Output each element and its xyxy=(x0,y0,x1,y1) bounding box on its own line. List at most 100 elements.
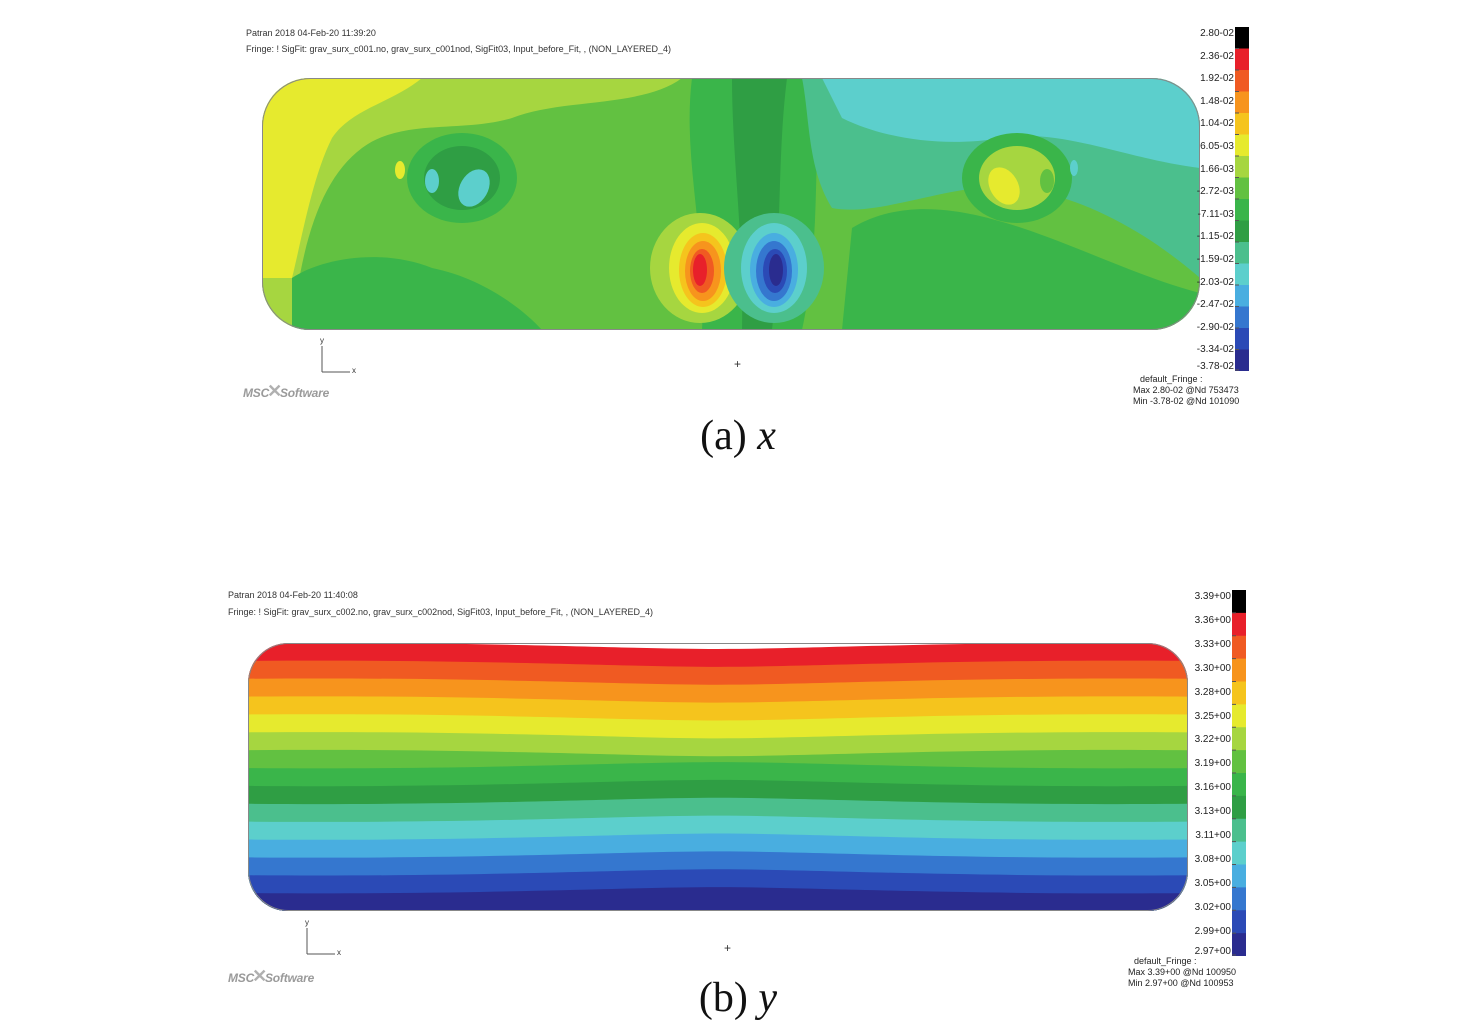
contour-feature xyxy=(1070,160,1078,176)
legend-tick-label: 2.97+00 xyxy=(1194,946,1231,957)
legend-swatch xyxy=(1232,635,1246,660)
legend-tick-label: 3.28+00 xyxy=(1194,686,1231,698)
legend-footer-max: Max 3.39+00 @Nd 100950 xyxy=(1128,967,1236,977)
logo-x-icon: ✕ xyxy=(252,966,267,986)
panel-a: Patran 2018 04-Feb-20 11:39:20 Fringe: !… xyxy=(0,0,1476,480)
contour-feature xyxy=(425,169,439,193)
legend-swatch xyxy=(1235,48,1249,71)
legend-footer-min: Min 2.97+00 @Nd 100953 xyxy=(1128,978,1234,988)
legend-footer: default_Fringe : Max 2.80-02 @Nd 753473 … xyxy=(1133,374,1249,407)
caption-a: (a) x xyxy=(700,413,776,459)
legend-footer-min: Min -3.78-02 @Nd 101090 xyxy=(1133,396,1240,406)
legend-tick-label: 6.05-03 xyxy=(1200,141,1234,152)
legend-swatch xyxy=(1235,134,1249,157)
contour-band xyxy=(248,887,1188,911)
crosshair-icon: + xyxy=(724,941,732,955)
header-fringe-info: Fringe: ! SigFit: grav_surx_c002.no, gra… xyxy=(228,607,654,617)
legend-swatch xyxy=(1235,177,1249,200)
legend-swatch xyxy=(1235,328,1249,350)
legend-tick-label: 3.39+00 xyxy=(1194,591,1231,602)
legend-labels: 3.39+00 3.36+00 3.33+00 3.30+00 3.28+00 3.25+… xyxy=(1156,590,1231,962)
legend-tick-label: -3.34-02 xyxy=(1196,344,1234,356)
legend-tick-label: 3.19+00 xyxy=(1194,758,1231,770)
legend-tick-label: -7.11-03 xyxy=(1197,208,1234,220)
axis-y-label: y xyxy=(305,918,309,927)
legend-tick-label: 1.92-02 xyxy=(1200,73,1234,85)
axis-triad: y x xyxy=(318,336,356,378)
legend-swatch xyxy=(1235,242,1249,264)
legend-swatch xyxy=(1232,818,1246,843)
legend-swatch xyxy=(1232,590,1246,614)
plot-outline xyxy=(262,78,1200,330)
legend-swatch xyxy=(1235,27,1249,49)
legend-tick-label: 3.25+00 xyxy=(1194,710,1231,722)
fringe-plot-y xyxy=(248,643,1188,911)
legend-swatch xyxy=(1232,750,1246,774)
legend-swatch xyxy=(1235,91,1249,114)
axis-y-label: y xyxy=(320,336,324,345)
legend-labels: 2.80-02 2.36-02 1.92-02 1.48-02 1.04-02 6.05-… xyxy=(1160,27,1234,377)
legend-tick-label: 2.99+00 xyxy=(1194,925,1231,937)
legend-footer-max: Max 2.80-02 @Nd 753473 xyxy=(1133,385,1239,395)
legend-swatch xyxy=(1235,70,1249,92)
legend-tick-label: -3.78-02 xyxy=(1196,361,1234,372)
legend-colorbar xyxy=(1235,27,1249,371)
header-fringe-info: Fringe: ! SigFit: grav_surx_c001.no, gra… xyxy=(246,44,672,54)
legend-swatch xyxy=(1232,795,1246,820)
legend-tick-label: -2.47-02 xyxy=(1196,299,1234,311)
caption-b: (b) y xyxy=(698,975,778,1021)
contour-band xyxy=(842,209,1200,330)
legend-tick-label: 1.48-02 xyxy=(1200,95,1234,107)
axis-x-label: x xyxy=(352,366,356,375)
legend-swatch xyxy=(1232,841,1246,865)
legend-tick-label: 2.36-02 xyxy=(1200,50,1234,62)
legend-tick-label: 2.80-02 xyxy=(1200,28,1234,39)
legend-swatch xyxy=(1232,681,1246,705)
axis-x-label: x xyxy=(337,948,341,957)
legend-tick-label: 3.02+00 xyxy=(1194,901,1231,913)
legend-swatch xyxy=(1232,933,1246,956)
legend-swatch xyxy=(1232,887,1246,911)
legend-tick-label: 3.16+00 xyxy=(1194,782,1231,794)
legend-tick-label: -2.72-03 xyxy=(1196,186,1234,198)
legend-swatch xyxy=(1232,612,1246,637)
legend-swatch xyxy=(1235,156,1249,178)
legend-tick-label: -2.03-02 xyxy=(1196,276,1234,288)
contour-feature xyxy=(395,161,405,179)
contour-band xyxy=(822,78,1200,168)
contour-feature xyxy=(769,254,783,286)
contour-band xyxy=(262,78,682,330)
legend-tick-label: 3.36+00 xyxy=(1194,614,1231,626)
logo-x-icon: ✕ xyxy=(267,381,282,401)
legend-swatch xyxy=(1232,910,1246,934)
axis-triad: y x xyxy=(303,918,341,960)
legend-swatch xyxy=(1235,349,1249,371)
legend-tick-label: 3.22+00 xyxy=(1194,734,1231,746)
legend-tick-label: 3.13+00 xyxy=(1194,806,1231,818)
legend-swatch xyxy=(1235,113,1249,135)
legend-footer-title: default_Fringe : xyxy=(1134,956,1197,966)
legend-swatch xyxy=(1232,773,1246,797)
legend-tick-label: 1.66-03 xyxy=(1200,163,1234,175)
plot-outline xyxy=(248,643,1188,911)
contour-feature xyxy=(988,167,1020,205)
panel-b: Patran 2018 04-Feb-20 11:40:08 Fringe: !… xyxy=(0,582,1476,1033)
legend-swatch xyxy=(1232,864,1246,888)
legend-swatch xyxy=(1235,306,1249,329)
legend-tick-label: -2.90-02 xyxy=(1196,321,1234,333)
legend-footer: default_Fringe : Max 3.39+00 @Nd 100950 … xyxy=(1128,956,1248,989)
contour-feature xyxy=(693,254,707,286)
contour-band xyxy=(292,257,542,330)
legend-tick-label: 3.33+00 xyxy=(1194,638,1231,650)
legend-tick-label: -1.59-02 xyxy=(1196,254,1234,265)
msc-software-logo: MSC✕Software xyxy=(243,381,330,401)
legend-footer-title: default_Fringe : xyxy=(1140,374,1203,384)
legend-swatch xyxy=(1232,727,1246,751)
contour-feature xyxy=(1040,169,1054,193)
fringe-plot-x xyxy=(262,78,1200,330)
msc-software-logo: MSC✕Software xyxy=(228,966,315,986)
legend-tick-label: 3.30+00 xyxy=(1194,662,1231,674)
legend-swatch xyxy=(1235,199,1249,221)
contour-feature xyxy=(458,169,490,207)
legend-tick-label: 3.05+00 xyxy=(1194,877,1231,889)
